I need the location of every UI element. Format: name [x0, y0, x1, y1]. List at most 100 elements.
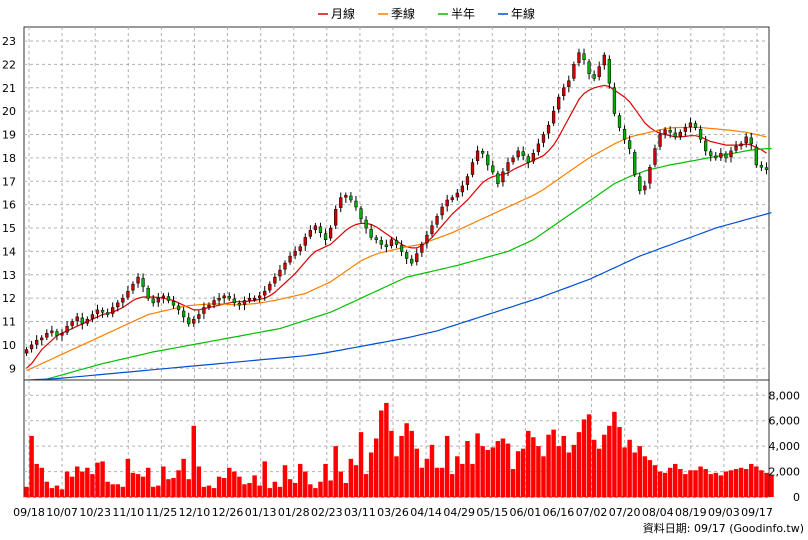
volume-bar	[551, 429, 556, 497]
candle-body	[435, 216, 439, 225]
candle-body	[506, 162, 510, 171]
volume-bar	[166, 479, 171, 497]
candle-body	[749, 137, 753, 145]
volume-bar	[353, 465, 359, 497]
candle-body	[602, 54, 606, 66]
candlestick	[105, 308, 110, 318]
volume-bar	[191, 425, 197, 497]
candlestick	[683, 123, 688, 137]
volume-bar	[429, 444, 435, 497]
candlestick	[55, 328, 59, 341]
volume-bar	[612, 411, 617, 497]
candle-body	[420, 244, 424, 253]
candle-body	[759, 165, 764, 168]
candlestick	[151, 294, 155, 307]
y-tick-label: 19	[2, 129, 16, 142]
volume-bar	[297, 463, 303, 497]
x-tick-label: 11/25	[146, 506, 178, 519]
candle-body	[247, 297, 252, 301]
candle-body	[587, 61, 591, 75]
candle-body	[303, 237, 307, 246]
y-tick-label: 10	[2, 339, 16, 352]
candle-body	[389, 239, 394, 246]
candlestick	[415, 248, 419, 266]
candlestick	[541, 131, 546, 148]
candle-body	[202, 307, 206, 314]
volume-bar	[151, 486, 156, 497]
price-y-axis: 9 10 11 12 13 14 15 16 17 18 19 20 21 22 23	[2, 35, 16, 375]
candle-body	[425, 234, 429, 244]
x-tick-label: 11/10	[112, 506, 144, 519]
candlestick	[506, 157, 510, 177]
candlestick	[212, 296, 216, 309]
candlestick	[192, 316, 196, 327]
candle-body	[663, 129, 667, 135]
candle-body	[116, 302, 120, 308]
candlestick	[501, 167, 505, 187]
x-tick-label: 02/23	[311, 506, 343, 519]
candle-body	[455, 192, 459, 198]
x-tick-label: 04/14	[410, 506, 442, 519]
volume-bar	[308, 484, 313, 497]
legend-label: 年線	[511, 6, 535, 21]
candle-body	[187, 317, 191, 325]
volume-bar	[424, 458, 430, 497]
volume-bar	[450, 474, 455, 497]
candle-body	[288, 255, 292, 263]
candle-body	[166, 296, 171, 301]
candlestick	[217, 293, 221, 305]
volume-bar	[546, 434, 551, 497]
moving-average-lines	[26, 84, 772, 386]
candle-body	[369, 229, 373, 238]
volume-bar	[171, 477, 176, 497]
candle-body	[328, 227, 333, 239]
volume-bar	[754, 466, 759, 497]
volume-tick-label: 0	[793, 491, 800, 504]
candle-body	[724, 153, 728, 159]
candlestick	[526, 153, 530, 169]
volume-bar	[718, 475, 724, 497]
candlestick	[45, 329, 49, 341]
candle-body	[374, 237, 378, 240]
candlestick	[607, 55, 612, 89]
candlestick	[273, 273, 277, 287]
candlestick	[663, 127, 667, 139]
candle-body	[668, 129, 672, 133]
candle-body	[683, 127, 688, 132]
candlestick	[440, 203, 444, 220]
volume-bar	[404, 423, 409, 497]
volume-bar	[485, 449, 490, 497]
candle-body	[612, 87, 617, 114]
candlesticks	[24, 48, 769, 356]
candlestick	[486, 151, 490, 171]
candle-body	[45, 332, 49, 338]
volume-bar	[80, 471, 85, 497]
candlestick	[470, 158, 475, 178]
candlestick	[410, 255, 414, 266]
y-tick-label: 23	[2, 35, 16, 48]
candle-body	[273, 276, 277, 284]
candlestick	[24, 346, 29, 356]
candle-body	[531, 152, 535, 162]
volume-bar	[287, 479, 293, 497]
candle-body	[678, 131, 682, 137]
candlestick	[111, 302, 115, 318]
volume-bar	[54, 485, 60, 497]
volume-bar	[414, 448, 420, 497]
volume-bar	[161, 466, 166, 497]
candlestick	[121, 294, 125, 308]
candlestick	[70, 318, 74, 330]
volume-bar	[632, 452, 637, 497]
volume-bar	[556, 446, 561, 497]
candlestick	[643, 180, 647, 195]
volume-bar	[743, 469, 749, 497]
candlestick	[531, 149, 535, 164]
volume-bar	[130, 472, 136, 497]
volume-bar	[439, 467, 445, 497]
volume-bar	[490, 447, 496, 497]
volume-bar	[44, 481, 50, 497]
candlestick	[339, 192, 343, 213]
volume-bar	[59, 489, 65, 497]
candle-body	[308, 230, 312, 237]
candle-body	[146, 287, 150, 299]
